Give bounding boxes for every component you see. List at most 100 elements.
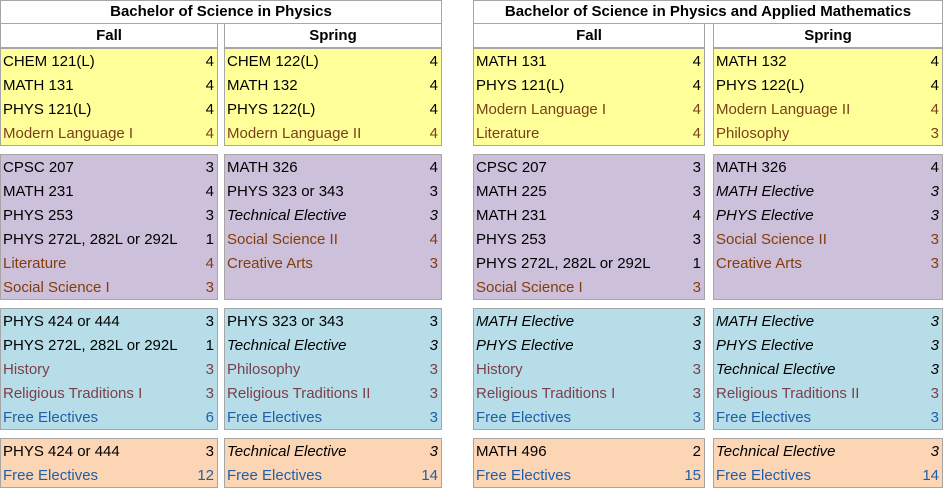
- course-name: History: [476, 360, 523, 378]
- course-credits: 1: [205, 336, 214, 354]
- course-credits: 4: [205, 100, 214, 118]
- course-name: Free Electives: [716, 408, 812, 426]
- course-name: CHEM 122(L): [227, 52, 319, 70]
- course-row: MATH 225 3: [474, 179, 704, 203]
- course-name: PHYS 272L, 282L or 292L: [3, 230, 178, 248]
- course-row: Philosophy 3: [225, 357, 441, 381]
- course-row: PHYS 272L, 282L or 292L 1: [1, 227, 217, 251]
- course-row: Modern Language I 4: [474, 97, 704, 121]
- course-row: MATH 326 4: [714, 155, 942, 179]
- course-name: PHYS 272L, 282L or 292L: [3, 336, 178, 354]
- course-row: PHYS 121(L) 4: [474, 73, 704, 97]
- course-row: History 3: [1, 357, 217, 381]
- course-row: PHYS 272L, 282L or 292L 1: [474, 251, 704, 275]
- course-credits: 3: [429, 384, 438, 402]
- course-name: PHYS 272L, 282L or 292L: [476, 254, 651, 272]
- course-credits: 3: [930, 336, 939, 354]
- year-1-block: CHEM 122(L) 4 MATH 132 4 PHYS 122(L) 4 Modern …: [224, 48, 442, 146]
- spring-column: Spring MATH 132 4 PHYS 122(L) 4 Modern Langu…: [713, 24, 943, 488]
- course-credits: 4: [930, 76, 939, 94]
- course-name: MATH 132: [716, 52, 787, 70]
- program-title: Bachelor of Science in Physics and Appli…: [473, 0, 943, 24]
- course-name: Social Science I: [3, 278, 110, 296]
- course-row: CHEM 121(L) 4: [1, 49, 217, 73]
- course-credits: 4: [429, 158, 438, 176]
- year-3-block: MATH Elective 3 PHYS Elective 3 Technical El…: [713, 308, 943, 430]
- course-row: MATH 496 2: [474, 439, 704, 463]
- course-credits: 3: [692, 408, 701, 426]
- course-credits: 4: [205, 76, 214, 94]
- course-name: PHYS 424 or 444: [3, 312, 120, 330]
- course-name: PHYS 121(L): [476, 76, 565, 94]
- course-name: PHYS 323 or 343: [227, 312, 344, 330]
- course-row: Literature 4: [474, 121, 704, 145]
- course-row: Free Electives 3: [714, 405, 942, 429]
- course-row: PHYS Elective 3: [474, 333, 704, 357]
- course-row: MATH Elective 3: [714, 179, 942, 203]
- course-name: PHYS 122(L): [227, 100, 316, 118]
- course-row: Free Electives 12: [1, 463, 217, 487]
- course-credits: 3: [930, 360, 939, 378]
- course-credits: 14: [421, 466, 438, 484]
- course-name: Technical Elective: [227, 442, 347, 460]
- course-credits: 4: [692, 100, 701, 118]
- course-credits: 4: [692, 124, 701, 142]
- year-4-block: PHYS 424 or 444 3 Free Electives 12: [0, 438, 218, 488]
- course-name: Free Electives: [227, 408, 323, 426]
- column-header-spring: Spring: [713, 24, 943, 48]
- course-name: PHYS 323 or 343: [227, 182, 344, 200]
- course-row: CPSC 207 3: [1, 155, 217, 179]
- course-credits: 3: [930, 312, 939, 330]
- course-credits: 4: [930, 158, 939, 176]
- course-name: Social Science II: [716, 230, 827, 248]
- course-name: Creative Arts: [227, 254, 313, 272]
- course-credits: 3: [692, 278, 701, 296]
- course-name: PHYS Elective: [716, 206, 814, 224]
- course-credits: 3: [930, 384, 939, 402]
- course-credits: 3: [205, 384, 214, 402]
- course-credits: 3: [692, 360, 701, 378]
- course-row: Free Electives 14: [714, 463, 942, 487]
- course-credits: 4: [205, 124, 214, 142]
- course-credits: 3: [930, 182, 939, 200]
- year-2-block: CPSC 207 3 MATH 231 4 PHYS 253 3 PHYS 272L, 28…: [0, 154, 218, 300]
- course-row: [714, 275, 942, 299]
- course-credits: 3: [205, 360, 214, 378]
- course-credits: 4: [429, 230, 438, 248]
- course-credits: 3: [205, 312, 214, 330]
- course-name: CPSC 207: [3, 158, 74, 176]
- course-name: Technical Elective: [227, 206, 347, 224]
- course-row: History 3: [474, 357, 704, 381]
- course-row: CHEM 122(L) 4: [225, 49, 441, 73]
- course-row: MATH 131 4: [1, 73, 217, 97]
- course-name: MATH 231: [476, 206, 547, 224]
- course-row: CPSC 207 3: [474, 155, 704, 179]
- course-row: Religious Traditions II 3: [714, 381, 942, 405]
- course-row: [225, 275, 441, 299]
- course-row: Free Electives 14: [225, 463, 441, 487]
- course-name: MATH 225: [476, 182, 547, 200]
- course-name: Religious Traditions II: [227, 384, 371, 402]
- course-row: Social Science I 3: [474, 275, 704, 299]
- course-row: Religious Traditions II 3: [225, 381, 441, 405]
- course-credits: 3: [930, 254, 939, 272]
- course-credits: 1: [692, 254, 701, 272]
- course-credits: 3: [930, 442, 939, 460]
- year-2-block: MATH 326 4 MATH Elective 3 PHYS Elective 3 Soc…: [713, 154, 943, 300]
- course-credits: 3: [692, 336, 701, 354]
- program-title: Bachelor of Science in Physics: [0, 0, 442, 24]
- course-row: Modern Language II 4: [225, 121, 441, 145]
- course-name: Modern Language II: [227, 124, 362, 142]
- course-name: History: [3, 360, 50, 378]
- course-name: Religious Traditions I: [476, 384, 616, 402]
- course-row: MATH 231 4: [1, 179, 217, 203]
- year-3-block: MATH Elective 3 PHYS Elective 3 History 3 Reli…: [473, 308, 705, 430]
- course-row: Free Electives 3: [474, 405, 704, 429]
- fall-column: Fall MATH 131 4 PHYS 121(L) 4 Modern Languag…: [473, 24, 705, 488]
- course-row: Modern Language I 4: [1, 121, 217, 145]
- course-row: Technical Elective 3: [714, 357, 942, 381]
- course-row: Religious Traditions I 3: [474, 381, 704, 405]
- course-credits: 3: [692, 182, 701, 200]
- course-credits: 4: [429, 52, 438, 70]
